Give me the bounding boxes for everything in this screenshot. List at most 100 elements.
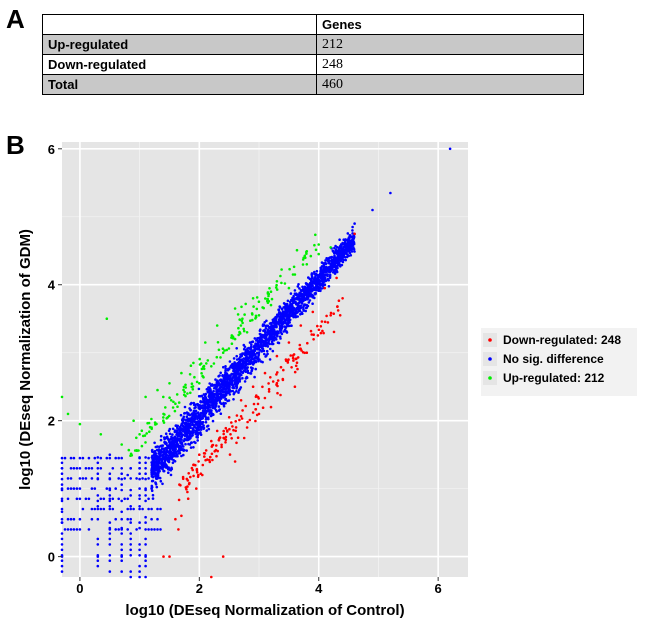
data-point bbox=[253, 344, 256, 348]
x-tick-label: 6 bbox=[435, 581, 442, 596]
data-point bbox=[227, 367, 231, 371]
data-point bbox=[267, 337, 271, 340]
data-point bbox=[66, 477, 70, 480]
down-regulated-point bbox=[275, 354, 279, 358]
up-regulated-point bbox=[280, 281, 283, 285]
data-point bbox=[117, 456, 120, 460]
data-point bbox=[240, 363, 243, 367]
data-point bbox=[334, 249, 338, 252]
data-point bbox=[144, 559, 147, 562]
plot-background bbox=[62, 142, 468, 577]
data-point bbox=[255, 351, 259, 355]
data-point bbox=[269, 321, 273, 325]
down-regulated-point bbox=[215, 429, 219, 433]
data-point bbox=[279, 306, 282, 309]
data-point bbox=[271, 327, 275, 331]
data-point bbox=[279, 317, 282, 321]
up-regulated-point bbox=[244, 302, 247, 306]
data-point bbox=[331, 271, 335, 274]
up-regulated-point bbox=[275, 288, 279, 291]
data-point bbox=[87, 497, 91, 501]
down-regulated-point bbox=[240, 417, 244, 420]
up-regulated-point bbox=[105, 317, 109, 321]
down-regulated-point bbox=[323, 320, 327, 324]
data-point bbox=[213, 395, 216, 399]
up-regulated-point bbox=[169, 399, 173, 402]
up-regulated-point bbox=[305, 250, 308, 254]
down-regulated-point bbox=[332, 312, 336, 316]
up-regulated-point bbox=[135, 449, 138, 452]
data-point bbox=[210, 394, 213, 398]
up-regulated-point bbox=[204, 341, 207, 344]
up-regulated-point bbox=[295, 248, 299, 252]
down-regulated-point bbox=[186, 479, 190, 482]
data-point bbox=[170, 467, 174, 471]
data-point bbox=[282, 302, 286, 305]
up-regulated-point bbox=[140, 444, 144, 448]
up-regulated-point bbox=[176, 405, 179, 409]
down-regulated-point bbox=[206, 458, 209, 461]
data-point bbox=[273, 317, 276, 320]
data-point bbox=[284, 321, 287, 325]
data-point bbox=[99, 467, 103, 470]
up-regulated-point bbox=[174, 402, 177, 406]
data-point bbox=[154, 466, 158, 469]
data-point bbox=[138, 548, 141, 552]
data-point bbox=[186, 438, 189, 442]
data-point bbox=[129, 570, 132, 573]
data-point bbox=[167, 460, 171, 464]
data-point bbox=[211, 406, 215, 410]
down-regulated-point bbox=[319, 325, 323, 328]
data-point bbox=[60, 461, 64, 465]
data-point bbox=[313, 288, 316, 292]
data-point bbox=[181, 430, 185, 433]
down-regulated-point bbox=[263, 396, 267, 400]
up-regulated-point bbox=[144, 395, 147, 399]
y-tick-label: 4 bbox=[48, 278, 56, 293]
down-regulated-point bbox=[292, 359, 295, 362]
up-regulated-point bbox=[135, 436, 138, 440]
data-point bbox=[230, 382, 234, 385]
y-axis-label: log10 (DEseq Normalization of GDM) bbox=[17, 229, 34, 490]
data-point bbox=[188, 437, 191, 440]
data-point bbox=[60, 537, 64, 541]
data-point bbox=[168, 427, 172, 431]
data-point bbox=[90, 467, 94, 470]
data-point bbox=[333, 246, 336, 250]
data-point bbox=[283, 325, 287, 328]
up-regulated-point bbox=[180, 371, 183, 375]
down-regulated-point bbox=[210, 575, 213, 579]
data-point bbox=[215, 398, 218, 402]
data-point bbox=[123, 477, 126, 480]
data-point bbox=[144, 487, 147, 490]
data-point bbox=[309, 277, 313, 281]
data-point bbox=[191, 427, 195, 430]
data-point bbox=[60, 487, 64, 490]
data-point bbox=[222, 404, 226, 408]
down-regulated-point bbox=[198, 453, 201, 457]
data-point bbox=[69, 517, 73, 521]
data-point bbox=[281, 321, 284, 325]
data-point bbox=[147, 507, 150, 511]
down-regulated-point bbox=[224, 441, 227, 444]
down-regulated-point bbox=[215, 444, 218, 447]
data-point bbox=[90, 487, 94, 490]
data-point bbox=[96, 505, 100, 508]
up-regulated-point bbox=[183, 390, 186, 394]
data-point bbox=[120, 456, 123, 460]
data-point bbox=[138, 575, 141, 579]
data-point bbox=[243, 380, 247, 383]
data-point bbox=[197, 387, 201, 391]
data-point bbox=[195, 435, 198, 439]
data-point bbox=[348, 251, 352, 255]
up-regulated-point bbox=[250, 312, 254, 315]
data-point bbox=[108, 543, 112, 546]
down-regulated-point bbox=[325, 314, 328, 318]
data-point bbox=[293, 300, 296, 303]
data-point bbox=[212, 413, 215, 417]
up-regulated-point bbox=[177, 401, 181, 404]
data-point bbox=[222, 393, 226, 397]
up-regulated-point bbox=[262, 306, 266, 310]
down-regulated-point bbox=[220, 443, 223, 447]
data-point bbox=[99, 507, 103, 511]
